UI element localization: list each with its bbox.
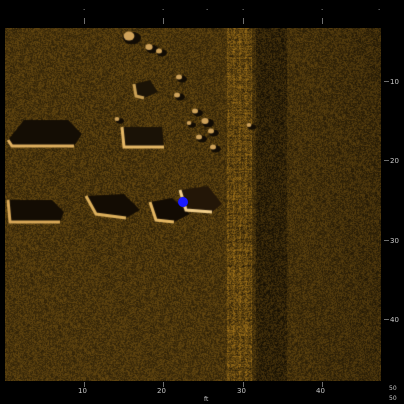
top-ruler-tick [322,18,323,24]
target-marker-icon[interactable] [178,197,188,207]
right-ruler-label: 40 [390,316,399,324]
top-ruler: · · · · · · [0,0,404,28]
right-ruler-tick [384,81,389,82]
bottom-axis-unit: ft [204,396,209,403]
bottom-ruler-tick [84,382,85,387]
top-ruler-tick [84,18,85,24]
bottom-ruler: 10 20 30 40 ft 50 50 [0,381,404,404]
top-ruler-tick [163,18,164,24]
right-ruler-label: 20 [390,157,399,165]
bottom-ruler-label: 10 [78,387,87,395]
top-ruler-label: · [83,6,86,14]
bottom-ruler-tick [243,382,244,387]
bottom-ruler-label: 20 [157,387,166,395]
right-ruler-label: 30 [390,237,399,245]
bottom-ruler-tick [163,382,164,387]
top-ruler-label: · [242,6,245,14]
top-ruler-label: · [162,6,165,14]
corner-label: 50 [389,385,397,392]
bottom-ruler-label: 30 [237,387,246,395]
right-ruler-label: 10 [390,78,399,86]
right-ruler-tick [384,160,389,161]
top-ruler-label: · [206,6,209,14]
right-ruler-tick [384,240,389,241]
right-ruler: 10 20 30 40 [381,0,404,404]
bottom-ruler-label: 40 [316,387,325,395]
top-ruler-label: · [321,6,324,14]
sonar-image[interactable] [5,28,381,381]
right-ruler-tick [384,319,389,320]
corner-label: 50 [389,395,397,402]
top-ruler-label: · [378,6,381,14]
bottom-ruler-tick [322,382,323,387]
top-ruler-tick [243,18,244,24]
